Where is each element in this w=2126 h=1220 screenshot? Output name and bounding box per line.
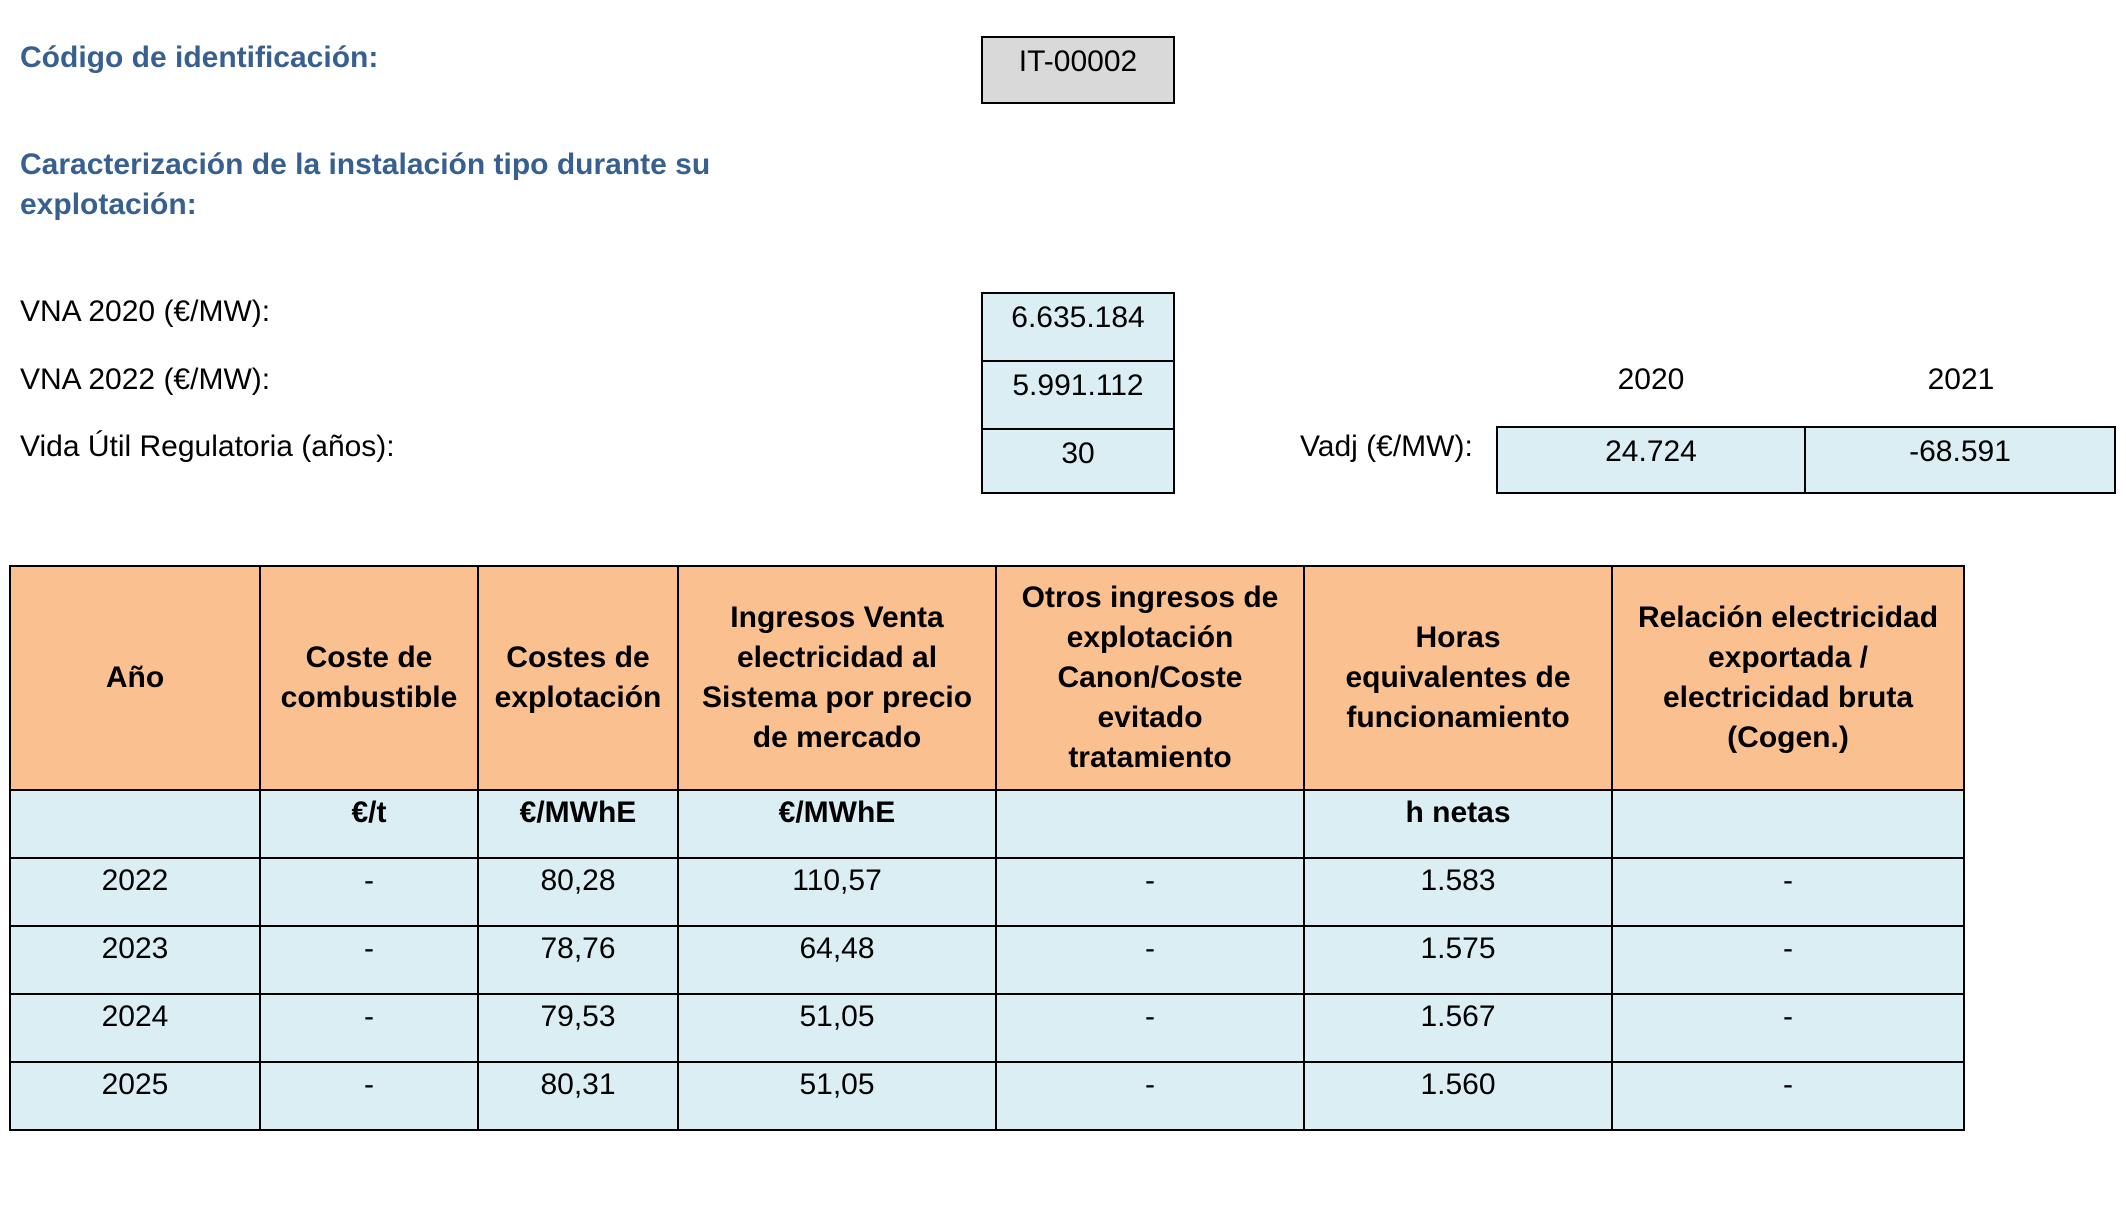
vna2022-label: VNA 2022 (€/MW): <box>20 363 271 396</box>
vida-util-value: 30 <box>981 428 1175 494</box>
vadj-label: Vadj (€/MW): <box>1300 430 1473 463</box>
col-header-coste-combustible: Coste de combustible <box>259 565 479 791</box>
table-row: 2024 - 79,53 51,05 - 1.567 - <box>9 993 1965 1063</box>
table-cell: 51,05 <box>677 1061 997 1131</box>
table-cell: 80,28 <box>477 857 679 927</box>
table-cell: - <box>1611 857 1965 927</box>
section-title: Caracterización de la instalación tipo d… <box>20 145 710 225</box>
table-row: 2025 - 80,31 51,05 - 1.560 - <box>9 1061 1965 1131</box>
operations-table: Año Coste de combustible Costes de explota… <box>9 565 1965 1131</box>
table-cell: 2025 <box>9 1061 261 1131</box>
vadj-value-2020: 24.724 <box>1496 426 1806 494</box>
table-cell: 1.567 <box>1303 993 1613 1063</box>
vadj-year-2020: 2020 <box>1617 363 1685 396</box>
unit-cell <box>9 789 261 859</box>
vadj-year-2021: 2021 <box>1927 363 1995 396</box>
table-cell: 1.583 <box>1303 857 1613 927</box>
table-header-row: Año Coste de combustible Costes de explota… <box>9 565 1965 791</box>
id-value-box: IT-00002 <box>981 36 1175 104</box>
vida-util-label: Vida Útil Regulatoria (años): <box>20 430 395 463</box>
table-row: 2022 - 80,28 110,57 - 1.583 - <box>9 857 1965 927</box>
table-cell: - <box>995 993 1305 1063</box>
col-header-horas: Horas equivalentes de funcionamiento <box>1303 565 1613 791</box>
table-cell: - <box>1611 1061 1965 1131</box>
vadj-value-2021: -68.591 <box>1804 426 2116 494</box>
vna2020-value: 6.635.184 <box>981 292 1175 362</box>
vna2020-label: VNA 2020 (€/MW): <box>20 295 271 328</box>
table-cell: 1.575 <box>1303 925 1613 995</box>
table-cell: 64,48 <box>677 925 997 995</box>
table-cell: 2024 <box>9 993 261 1063</box>
table-row: 2023 - 78,76 64,48 - 1.575 - <box>9 925 1965 995</box>
table-cell: - <box>1611 993 1965 1063</box>
table-cell: - <box>259 993 479 1063</box>
table-cell: 80,31 <box>477 1061 679 1131</box>
table-cell: 2022 <box>9 857 261 927</box>
table-cell: - <box>995 1061 1305 1131</box>
unit-cell <box>1611 789 1965 859</box>
table-cell: 78,76 <box>477 925 679 995</box>
table-cell: 2023 <box>9 925 261 995</box>
table-cell: - <box>259 1061 479 1131</box>
table-cell: 79,53 <box>477 993 679 1063</box>
vna2022-value: 5.991.112 <box>981 360 1175 430</box>
col-header-ano: Año <box>9 565 261 791</box>
id-label: Código de identificación: <box>20 41 379 74</box>
unit-cell: h netas <box>1303 789 1613 859</box>
units-row: €/t €/MWhE €/MWhE h netas <box>9 789 1965 859</box>
table-cell: 1.560 <box>1303 1061 1613 1131</box>
col-header-otros-ingresos: Otros ingresos de explotación Canon/Coste… <box>995 565 1305 791</box>
section-title-line1: Caracterización de la instalación tipo d… <box>20 148 711 181</box>
table-cell: - <box>995 857 1305 927</box>
unit-cell: €/t <box>259 789 479 859</box>
table-cell: 51,05 <box>677 993 997 1063</box>
table-cell: - <box>259 857 479 927</box>
col-header-relacion: Relación electricidad exportada / electri… <box>1611 565 1965 791</box>
table-cell: - <box>995 925 1305 995</box>
unit-cell <box>995 789 1305 859</box>
col-header-ingresos-venta: Ingresos Venta electricidad al Sistema po… <box>677 565 997 791</box>
col-header-costes-explotacion: Costes de explotación <box>477 565 679 791</box>
unit-cell: €/MWhE <box>477 789 679 859</box>
table-cell: 110,57 <box>677 857 997 927</box>
table-cell: - <box>1611 925 1965 995</box>
unit-cell: €/MWhE <box>677 789 997 859</box>
section-title-line2: explotación: <box>20 188 197 221</box>
table-cell: - <box>259 925 479 995</box>
